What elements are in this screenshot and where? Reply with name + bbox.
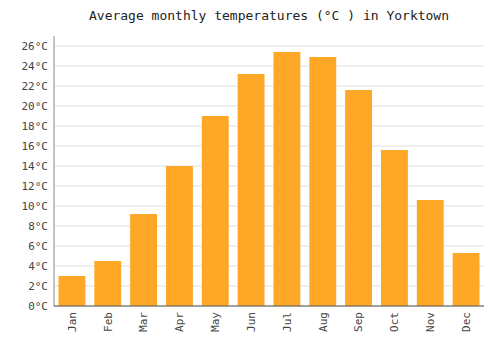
bar	[417, 200, 444, 306]
x-tick-label: Oct	[388, 312, 401, 332]
x-tick-label: Dec	[460, 312, 473, 332]
y-tick-label: 22°C	[22, 80, 49, 93]
y-tick-label: 14°C	[22, 160, 49, 173]
y-tick-label: 6°C	[28, 240, 48, 253]
grid-line	[54, 166, 484, 167]
x-tick-label: Aug	[317, 312, 330, 332]
grid-line	[54, 46, 484, 47]
bar	[166, 166, 193, 306]
y-tick-label: 16°C	[22, 140, 49, 153]
grid-line	[54, 86, 484, 87]
y-tick-label: 4°C	[28, 260, 48, 273]
x-tick-label: Jan	[66, 312, 79, 332]
chart-container: Average monthly temperatures (°C ) in Yo…	[0, 0, 500, 350]
x-axis-line	[54, 306, 484, 307]
y-tick-labels: 0°C 2°C 4°C 6°C 8°C 10°C 12°C 14°C 16°C 18°C 20°C 2…	[22, 40, 49, 313]
x-tick-label: Mar	[137, 312, 150, 332]
x-tick-labels: Jan Feb Mar Apr May Jun Jul Aug Sep Oct Nov Dec	[66, 312, 473, 332]
bars	[58, 52, 479, 306]
chart-title: Average monthly temperatures (°C ) in Yo…	[89, 8, 449, 23]
x-tick-label: Jun	[245, 312, 258, 332]
bar	[202, 116, 229, 306]
bar	[273, 52, 300, 306]
y-axis-line	[54, 36, 55, 306]
y-tick-label: 12°C	[22, 180, 49, 193]
y-tick-label: 10°C	[22, 200, 49, 213]
x-tick-label: Apr	[173, 312, 186, 332]
bar	[309, 57, 336, 306]
grid-line	[54, 306, 484, 307]
bar	[238, 74, 265, 306]
x-tick-label: Jul	[281, 312, 294, 332]
x-tick-label: Nov	[424, 312, 437, 332]
y-tick-label: 18°C	[22, 120, 49, 133]
chart-svg: Average monthly temperatures (°C ) in Yo…	[0, 0, 500, 350]
bar	[453, 253, 480, 306]
y-tick-label: 2°C	[28, 280, 48, 293]
bar	[345, 90, 372, 306]
y-tick-label: 20°C	[22, 100, 49, 113]
y-tick-label: 8°C	[28, 220, 48, 233]
x-tick-label: Feb	[102, 312, 115, 332]
grid-line	[54, 126, 484, 127]
bar	[94, 261, 121, 306]
bar	[381, 150, 408, 306]
x-tick-label: Sep	[352, 312, 365, 332]
y-tick-label: 24°C	[22, 60, 49, 73]
bar	[58, 276, 85, 306]
x-tick-label: May	[209, 312, 222, 332]
grid-line	[54, 66, 484, 67]
y-tick-label: 26°C	[22, 40, 49, 53]
grid	[54, 46, 484, 306]
bar	[130, 214, 157, 306]
grid-line	[54, 106, 484, 107]
y-tick-label: 0°C	[28, 300, 48, 313]
grid-line	[54, 146, 484, 147]
grid-line	[54, 186, 484, 187]
